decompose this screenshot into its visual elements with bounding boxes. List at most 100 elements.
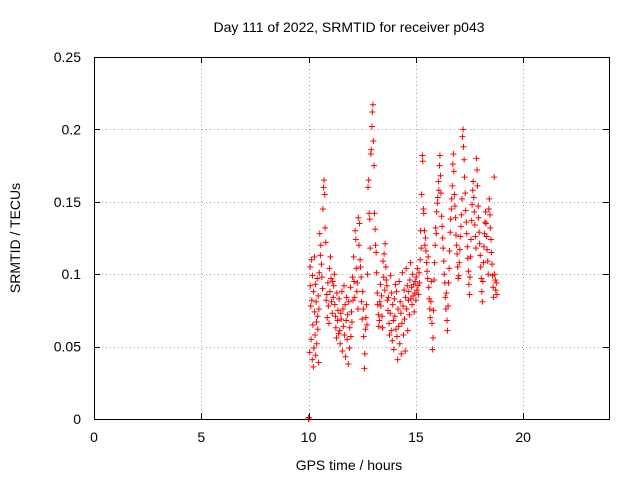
data-point <box>364 271 371 278</box>
data-point <box>430 307 437 314</box>
data-point <box>357 263 364 270</box>
data-point <box>464 255 471 262</box>
data-point <box>350 253 357 260</box>
data-point <box>446 265 453 272</box>
data-point <box>478 288 485 295</box>
data-point <box>340 323 347 330</box>
data-point <box>323 291 330 298</box>
data-point <box>359 288 366 295</box>
data-point <box>373 269 380 276</box>
x-tick-label: 20 <box>515 429 531 445</box>
data-point <box>449 182 456 189</box>
data-point <box>310 288 317 295</box>
data-point <box>390 346 397 353</box>
data-point <box>493 279 500 286</box>
data-point <box>454 263 461 270</box>
data-point <box>378 292 385 299</box>
data-point <box>336 295 343 302</box>
data-point <box>379 324 386 331</box>
data-point <box>307 263 314 270</box>
data-point <box>471 208 478 215</box>
data-point <box>321 177 328 184</box>
data-point <box>418 245 425 252</box>
data-point <box>396 340 403 347</box>
data-point <box>317 252 324 259</box>
data-point <box>478 275 485 282</box>
data-point <box>346 324 353 331</box>
data-point <box>433 230 440 237</box>
data-point <box>451 203 458 210</box>
data-point <box>390 317 397 324</box>
data-point <box>341 332 348 339</box>
data-point <box>336 327 343 334</box>
data-point <box>344 336 351 343</box>
y-axis-label: SRMTID / TECUs <box>7 183 23 293</box>
data-point <box>311 253 318 260</box>
data-point <box>413 287 420 294</box>
data-point <box>325 320 332 327</box>
data-point <box>458 211 465 218</box>
data-point <box>480 243 487 250</box>
data-point <box>343 317 350 324</box>
data-point <box>385 294 392 301</box>
data-point <box>461 156 468 163</box>
data-point <box>463 230 470 237</box>
data-point <box>467 253 474 260</box>
data-point <box>477 263 484 270</box>
data-point <box>471 221 478 228</box>
data-point <box>455 275 462 282</box>
data-point <box>392 281 399 288</box>
data-point <box>357 256 364 263</box>
data-point <box>396 278 403 285</box>
data-point <box>382 240 389 247</box>
data-point <box>338 316 345 323</box>
data-point <box>421 242 428 249</box>
data-point <box>437 172 444 179</box>
data-point <box>420 210 427 217</box>
data-point <box>313 318 320 325</box>
y-tick-label: 0.05 <box>54 339 81 355</box>
data-point <box>476 240 483 247</box>
data-point <box>339 347 346 354</box>
data-point <box>421 227 428 234</box>
data-point <box>481 219 488 226</box>
data-point <box>344 311 351 318</box>
data-point <box>309 356 316 363</box>
data-point <box>415 282 422 289</box>
data-point <box>348 308 355 315</box>
data-point <box>405 297 412 304</box>
data-point <box>310 345 317 352</box>
data-point <box>469 187 476 194</box>
data-point <box>314 313 321 320</box>
data-point <box>328 275 335 282</box>
data-point <box>453 242 460 249</box>
data-point <box>331 301 338 308</box>
data-point <box>388 327 395 334</box>
data-point <box>415 291 422 298</box>
data-point <box>356 220 363 227</box>
data-point <box>465 281 472 288</box>
data-point <box>462 207 469 214</box>
data-point <box>359 316 366 323</box>
data-point <box>491 174 498 181</box>
data-point <box>452 214 459 221</box>
data-point <box>436 152 443 159</box>
data-point <box>342 301 349 308</box>
data-point <box>445 279 452 286</box>
data-point <box>333 334 340 341</box>
y-tick-label: 0.25 <box>54 49 81 65</box>
data-point <box>318 274 325 281</box>
data-point <box>487 224 494 231</box>
data-point <box>378 313 385 320</box>
data-point <box>480 259 487 266</box>
data-point <box>308 336 315 343</box>
data-point <box>395 305 402 312</box>
data-point <box>465 268 472 275</box>
y-tick-label: 0 <box>73 411 81 427</box>
x-tick-label: 10 <box>301 429 317 445</box>
data-point <box>316 269 323 276</box>
data-point <box>492 287 499 294</box>
data-point <box>400 332 407 339</box>
data-point <box>367 245 374 252</box>
data-point <box>389 337 396 344</box>
